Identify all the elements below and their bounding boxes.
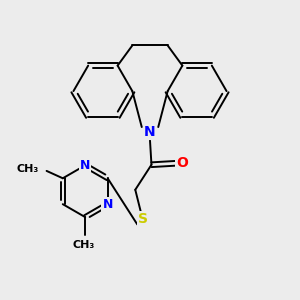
Text: N: N: [144, 125, 156, 139]
Text: CH₃: CH₃: [17, 164, 39, 173]
Text: N: N: [103, 198, 113, 211]
Text: O: O: [176, 156, 188, 170]
Text: S: S: [138, 212, 148, 226]
Text: N: N: [80, 159, 90, 172]
Text: CH₃: CH₃: [73, 240, 95, 250]
